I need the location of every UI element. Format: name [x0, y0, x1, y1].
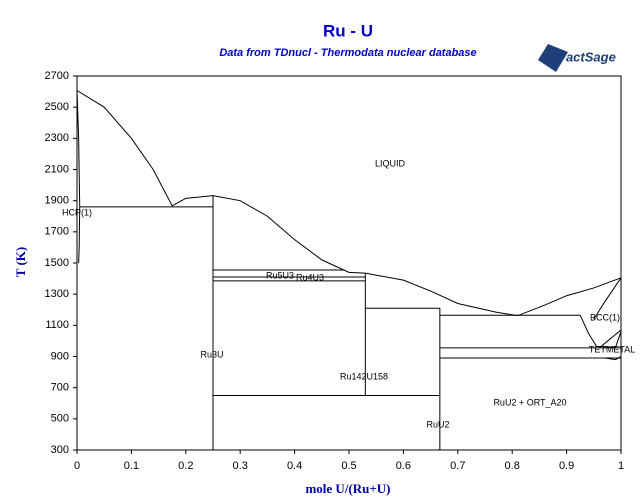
- x-tick-label: 0.1: [124, 460, 139, 472]
- x-tick-label: 0: [74, 460, 80, 472]
- y-tick-label: 2700: [45, 70, 69, 82]
- x-tick-label: 0.7: [450, 460, 465, 472]
- y-tick-label: 1700: [45, 226, 69, 238]
- phase-boundary: [579, 314, 622, 348]
- x-tick-label: 0.9: [559, 460, 574, 472]
- logo-icon: [538, 44, 568, 72]
- x-tick-label: 0.6: [396, 460, 411, 472]
- y-tick-label: 300: [51, 444, 69, 456]
- phase-label: Ru5U3: [266, 270, 294, 280]
- phase-label: TETMETAL: [589, 344, 635, 354]
- x-tick-label: 1: [618, 460, 624, 472]
- phase-label: Ru142U158: [340, 371, 388, 381]
- phase-boundary: [604, 356, 622, 361]
- y-tick-label: 2100: [45, 163, 69, 175]
- phase-boundary: [598, 329, 622, 349]
- y-tick-label: 1300: [45, 288, 69, 300]
- y-tick-label: 700: [51, 382, 69, 394]
- chart-subtitle: Data from TDnucl - Thermodata nuclear da…: [219, 47, 476, 59]
- y-axis-label: T (K): [13, 247, 28, 277]
- phase-boundary: [593, 277, 622, 320]
- chart-title: Ru - U: [323, 21, 373, 40]
- phase-label: HCP(1): [62, 207, 92, 217]
- phase-label: RuU2 + ORT_A20: [493, 397, 566, 407]
- y-tick-label: 1500: [45, 257, 69, 269]
- x-tick-label: 0.8: [505, 460, 520, 472]
- x-tick-label: 0.5: [341, 460, 356, 472]
- phase-label: LIQUID: [375, 158, 406, 168]
- phase-label: Ru4U3: [296, 272, 324, 282]
- y-tick-label: 1900: [45, 195, 69, 207]
- y-tick-label: 900: [51, 350, 69, 362]
- plot-frame: [76, 75, 622, 451]
- phase-label: BCC(1): [590, 312, 620, 322]
- y-tick-label: 1100: [45, 319, 69, 331]
- logo: FactSage: [538, 44, 616, 72]
- y-tick-label: 2500: [45, 101, 69, 113]
- y-tick-label: 2300: [45, 132, 69, 144]
- phase-label: RuU2: [426, 419, 449, 429]
- x-tick-label: 0.2: [178, 460, 193, 472]
- phase-label: Ru3U: [200, 349, 223, 359]
- phase-boundary: [76, 90, 622, 317]
- x-tick-label: 0.4: [287, 460, 302, 472]
- x-axis-label: mole U/(Ru+U): [305, 481, 390, 496]
- y-tick-label: 500: [51, 413, 69, 425]
- x-tick-label: 0.3: [233, 460, 248, 472]
- logo-text: FactSage: [558, 49, 616, 64]
